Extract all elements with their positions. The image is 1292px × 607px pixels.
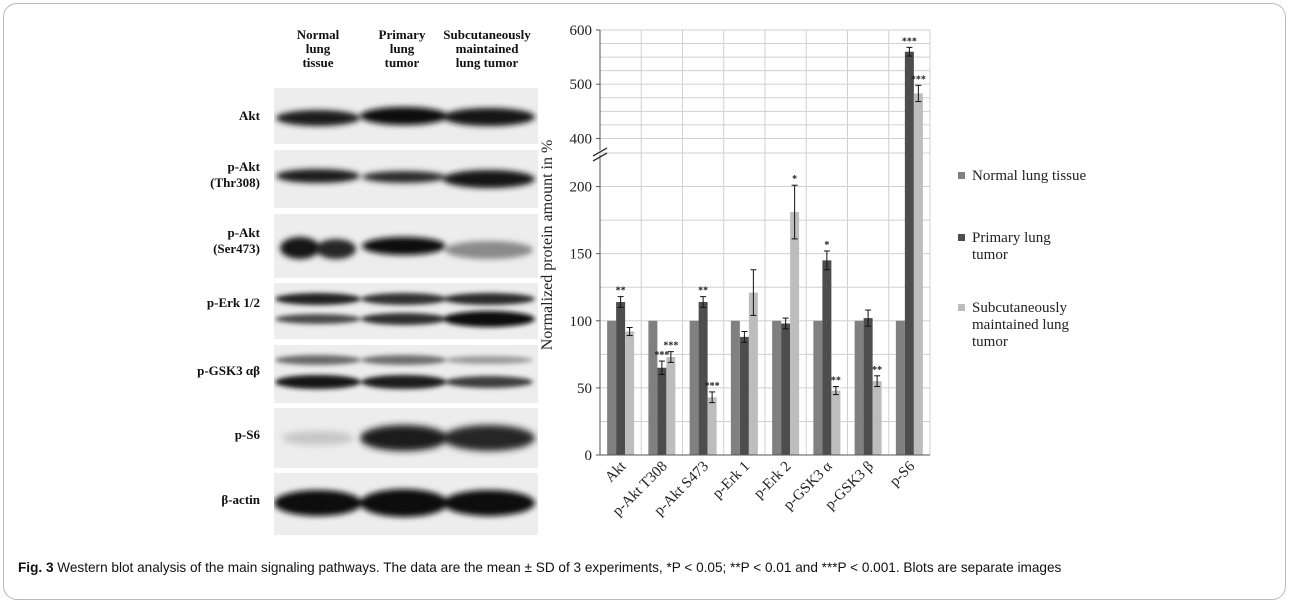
y-tick-label: 500	[570, 77, 593, 93]
significance-label: **	[872, 365, 882, 376]
legend-label: Normal lung tissue	[972, 168, 1086, 184]
bar	[772, 320, 782, 455]
legend-label: maintained lung	[972, 317, 1070, 333]
bar	[854, 320, 864, 455]
bar	[698, 301, 708, 455]
blot-row-label-p-akt-thr308: p-Akt (Thr308)	[210, 159, 260, 190]
caption-label: Fig. 3	[18, 560, 54, 575]
legend-swatch	[958, 234, 965, 241]
blot-column-header-subcutaneous: Subcutaneously maintained lung tumor	[443, 27, 531, 70]
legend-swatch	[958, 304, 965, 311]
significance-label: ***	[654, 350, 669, 361]
blot-row-label-beta-actin: β-actin	[221, 492, 260, 507]
bar	[863, 318, 873, 455]
axis-break-mark	[592, 152, 608, 162]
bar	[707, 397, 717, 455]
bar	[813, 320, 823, 455]
bar	[872, 381, 882, 455]
x-category-label: p-S6	[887, 458, 919, 490]
bar	[895, 320, 905, 455]
legend-swatch	[958, 172, 965, 179]
bar	[689, 320, 699, 455]
bar	[822, 260, 832, 455]
y-tick-label: 100	[570, 314, 593, 330]
significance-label: *	[824, 240, 829, 251]
blot-column-header-primary: Primary lung tumor	[378, 27, 426, 70]
y-tick-label: 600	[570, 23, 593, 39]
blot-image-p-akt-thr308	[274, 150, 538, 208]
significance-label: *	[792, 174, 797, 185]
legend-label: Primary lung	[972, 230, 1051, 246]
bar	[648, 320, 658, 455]
blot-image-p-s6	[274, 408, 538, 468]
blot-row-label-akt: Akt	[239, 108, 260, 123]
x-category-label: p-Erk 1	[710, 459, 753, 502]
western-blot-panel: Normal lung tissue Primary lung tumor Su…	[0, 0, 560, 560]
blot-column-header-normal: Normal lung tissue	[296, 27, 340, 70]
bar	[790, 212, 800, 455]
y-tick-label: 50	[577, 381, 592, 397]
figure-frame	[3, 3, 1286, 600]
bar	[781, 323, 791, 455]
y-axis-label: Normalized protein amount in %	[539, 140, 556, 351]
bar	[625, 331, 635, 455]
blot-row-label-p-s6: p-S6	[234, 427, 260, 442]
axis-break-mark	[592, 147, 608, 157]
bar	[607, 320, 617, 455]
blot-row-label-p-erk: p-Erk 1/2	[206, 295, 260, 310]
caption-text: Western blot analysis of the main signal…	[53, 560, 1062, 575]
significance-label: **	[698, 286, 708, 297]
significance-label: **	[616, 286, 626, 297]
x-category-label: Akt	[602, 458, 630, 486]
significance-label: ***	[911, 74, 926, 85]
bar	[904, 51, 914, 455]
blot-row-label-p-akt-ser473: p-Akt (Ser473)	[213, 225, 260, 256]
legend-label: tumor	[972, 247, 1008, 263]
bar	[657, 367, 667, 455]
bar-chart: ************************* 05010015020040…	[539, 23, 1086, 519]
bar	[616, 301, 626, 455]
blot-image-akt	[274, 88, 538, 144]
bar	[913, 93, 923, 455]
y-tick-label: 150	[570, 247, 593, 263]
bar	[666, 357, 676, 455]
bar	[748, 292, 758, 455]
blot-image-p-akt-ser473	[274, 214, 538, 278]
bar	[831, 390, 841, 455]
y-tick-label: 400	[570, 131, 593, 147]
figure-caption: Fig. 3 Western blot analysis of the main…	[18, 558, 1268, 578]
significance-label: ***	[663, 341, 678, 352]
significance-label: ***	[902, 36, 917, 47]
legend-label: Subcutaneously	[972, 300, 1067, 316]
significance-label: **	[831, 376, 841, 387]
blot-image-p-erk	[274, 283, 538, 339]
y-tick-label: 200	[570, 180, 593, 196]
blot-row-label-p-gsk3: p-GSK3 αβ	[197, 363, 260, 378]
y-tick-label: 0	[585, 448, 593, 464]
bar	[730, 320, 740, 455]
legend-label: tumor	[972, 334, 1008, 350]
bar	[739, 336, 749, 455]
chart-bars: *************************	[607, 36, 926, 455]
blot-image-beta-actin	[274, 473, 538, 535]
significance-label: ***	[705, 381, 720, 392]
blot-image-p-gsk3	[274, 345, 538, 403]
